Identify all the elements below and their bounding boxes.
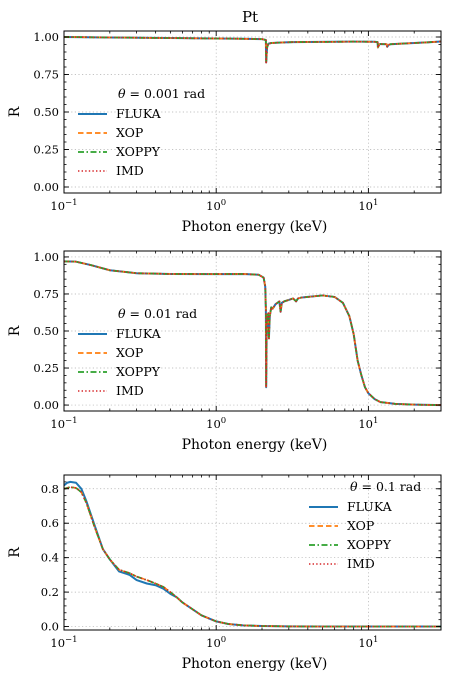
legend-label-xop: XOP	[347, 518, 374, 533]
plot-frame	[63, 474, 442, 631]
figure-title: Pt	[242, 8, 258, 26]
series-line-xoppy	[64, 486, 441, 628]
y-tick-label: 1.00	[33, 250, 59, 264]
series-line-xop	[64, 486, 441, 628]
y-tick-label: 0.6	[41, 516, 59, 530]
panels: 10−1 100 101 0.00 0.25 0.50 0.75 1.00 Photon ene…	[7, 30, 442, 672]
x-tick-label: 101	[358, 198, 378, 213]
x-tick-label: 10−1	[50, 198, 77, 213]
legend-label-xoppy: XOPPY	[116, 364, 161, 379]
legend-annotation: θ = 0.1 rad	[350, 479, 421, 494]
legend-label-fluka: FLUKA	[116, 106, 162, 121]
x-tick-label: 100	[206, 198, 226, 213]
legend-annotation: θ = 0.01 rad	[118, 306, 197, 321]
legend-label-xop: XOP	[116, 125, 143, 140]
x-tick-label: 100	[206, 416, 226, 431]
x-tick-label: 10−1	[50, 416, 77, 431]
chart-panel-2: 10−1 100 101 0.00 0.25 0.50 0.75 1.00 Photon ene…	[7, 250, 442, 453]
y-tick-label: 0.75	[33, 68, 59, 82]
y-tick-label: 0.25	[33, 143, 59, 157]
series-lines	[64, 36, 441, 64]
y-axis-label: R	[7, 547, 23, 558]
x-axis-label: Photon energy (keV)	[182, 219, 328, 235]
series-line-xop	[64, 260, 441, 406]
series-lines	[64, 260, 441, 407]
y-tick-label: 0.0	[41, 620, 59, 634]
series-line-imd	[64, 36, 441, 64]
y-tick-label: 0.75	[33, 287, 59, 301]
legend-label-fluka: FLUKA	[116, 326, 162, 341]
y-tick-label: 0.00	[33, 398, 59, 412]
y-axis-label: R	[7, 325, 23, 336]
series-line-xoppy	[64, 36, 441, 64]
legend-label-xoppy: XOPPY	[116, 144, 161, 159]
chart-panel-1: 10−1 100 101 0.00 0.25 0.50 0.75 1.00 Photon ene…	[7, 30, 442, 235]
legend-label-xop: XOP	[116, 345, 143, 360]
y-tick-label: 0.2	[41, 585, 59, 599]
x-tick-label: 100	[206, 635, 226, 650]
legend-label-xoppy: XOPPY	[347, 537, 392, 552]
y-tick-label: 0.25	[33, 361, 59, 375]
chart-panel-3: 10−1 100 101 0.0 0.2 0.4 0.6 0.8 Photon energy (…	[7, 474, 442, 672]
series-lines	[64, 480, 441, 628]
legend: θ = 0.1 rad FLUKA XOP XOPPY IMD	[309, 479, 421, 571]
legend-label-imd: IMD	[116, 163, 144, 178]
x-axis-label: Photon energy (keV)	[182, 437, 328, 453]
series-line-xop	[64, 36, 441, 64]
legend: θ = 0.001 rad FLUKA XOP XOPPY IMD	[78, 86, 205, 178]
y-axis-label: R	[7, 106, 23, 117]
y-tick-label: 0.50	[33, 105, 59, 119]
legend-label-fluka: FLUKA	[347, 499, 393, 514]
y-tick-label: 0.4	[41, 551, 59, 565]
legend-label-imd: IMD	[116, 383, 144, 398]
y-tick-label: 0.50	[33, 324, 59, 338]
legend-label-imd: IMD	[347, 556, 375, 571]
y-tick-label: 1.00	[33, 30, 59, 44]
y-tick-label: 0.8	[41, 482, 59, 496]
x-tick-label: 101	[358, 635, 378, 650]
series-line-fluka	[64, 36, 441, 64]
x-tick-label: 101	[358, 416, 378, 431]
x-axis-label: Photon energy (keV)	[182, 656, 328, 672]
legend: θ = 0.01 rad FLUKA XOP XOPPY IMD	[78, 306, 197, 398]
legend-annotation: θ = 0.001 rad	[118, 86, 205, 101]
y-tick-label: 0.00	[33, 180, 59, 194]
x-tick-label: 10−1	[50, 635, 77, 650]
